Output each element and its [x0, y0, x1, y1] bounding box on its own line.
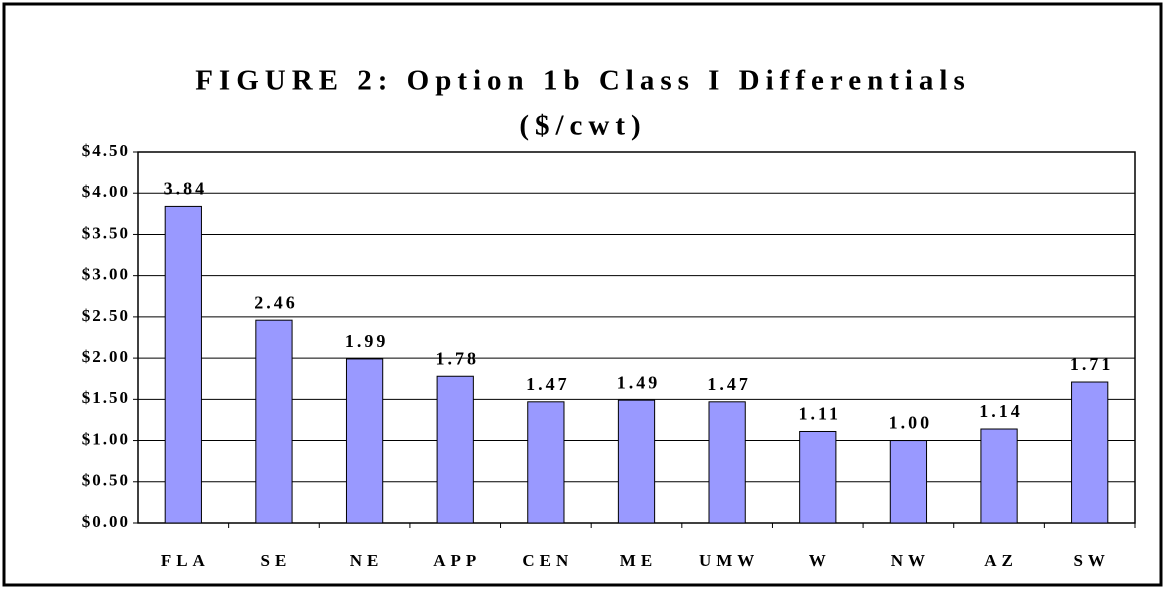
bar: [527, 401, 565, 524]
y-tick-label: $0.50: [82, 471, 130, 490]
x-tick-label: SE: [261, 551, 292, 570]
x-tick-label: AZ: [984, 551, 1018, 570]
y-tick-label: $3.00: [82, 265, 130, 284]
y-tick-label: $4.00: [82, 182, 130, 201]
x-tick-label: SW: [1073, 551, 1109, 570]
y-tick-label: $2.00: [82, 347, 130, 366]
bar: [980, 428, 1018, 524]
bar: [799, 430, 837, 524]
chart-title: FIGURE 2: Option 1b Class I Differential…: [195, 65, 971, 97]
bar: [617, 399, 656, 524]
bar: [255, 319, 293, 524]
bar: [708, 401, 746, 524]
value-label: 1.47: [526, 374, 570, 394]
x-tick-label: NE: [350, 551, 384, 570]
y-tick-label: $2.50: [82, 306, 130, 325]
x-tick-label: W: [809, 551, 831, 570]
value-label: 1.47: [707, 374, 751, 394]
x-tick-label: APP: [433, 551, 481, 570]
bar: [889, 440, 928, 524]
value-label: 2.46: [254, 292, 298, 312]
y-tick-label: $4.50: [82, 141, 130, 160]
bar: [1071, 381, 1109, 524]
x-tick-label: UMW: [699, 551, 759, 570]
value-label: 1.14: [979, 401, 1023, 421]
chart-subtitle: ($/cwt): [519, 110, 646, 142]
value-label: 1.11: [799, 404, 842, 424]
y-tick-label: $1.50: [82, 388, 130, 407]
x-tick-label: ME: [620, 551, 657, 570]
x-tick-label: CEN: [522, 551, 573, 570]
bar: [436, 375, 474, 524]
value-label: 1.00: [889, 413, 933, 433]
value-label: 1.78: [435, 348, 479, 368]
y-tick-label: $3.50: [82, 223, 130, 242]
x-tick-label: NW: [891, 551, 930, 570]
value-label: 1.71: [1070, 354, 1114, 374]
y-tick-label: $0.00: [82, 512, 130, 531]
value-label: 3.84: [164, 179, 208, 199]
bar: [164, 205, 202, 524]
bar: [345, 358, 384, 524]
value-label: 1.99: [345, 331, 389, 351]
value-label: 1.49: [617, 372, 661, 392]
x-tick-label: FLA: [161, 551, 210, 570]
y-tick-label: $1.00: [82, 429, 130, 448]
